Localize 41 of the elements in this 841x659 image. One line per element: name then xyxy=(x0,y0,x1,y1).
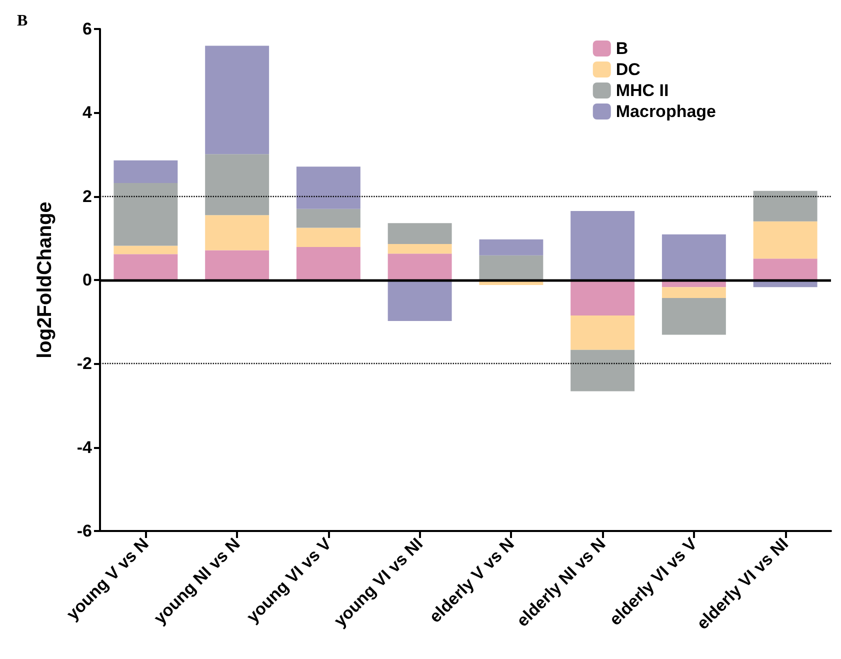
y-axis-title: log2FoldChange xyxy=(34,202,56,358)
y-tick-label: -6 xyxy=(76,522,92,540)
bar xyxy=(296,166,360,209)
y-tick-label: 6 xyxy=(82,20,92,38)
bar xyxy=(753,221,818,259)
bar xyxy=(205,215,270,250)
bar xyxy=(114,182,178,246)
legend-label: B xyxy=(616,39,628,58)
bar xyxy=(296,246,360,280)
bar xyxy=(753,190,818,222)
bar xyxy=(388,223,452,244)
bar xyxy=(479,255,544,280)
bar xyxy=(114,160,178,183)
legend-label: Macrophage xyxy=(616,102,716,121)
bar xyxy=(114,246,178,254)
bar xyxy=(570,316,635,350)
y-tick-label: -4 xyxy=(76,438,93,457)
bar xyxy=(388,254,452,280)
bar xyxy=(296,228,360,247)
bar xyxy=(662,234,726,280)
bar xyxy=(662,287,726,298)
legend-label: MHC II xyxy=(616,81,669,100)
bar xyxy=(296,208,360,228)
bar xyxy=(388,244,452,254)
chart-title: B xyxy=(17,12,28,30)
y-tick-label: -2 xyxy=(76,354,92,374)
bar xyxy=(479,239,544,256)
y-tick-label: 4 xyxy=(82,103,93,122)
bar xyxy=(570,350,635,392)
bar xyxy=(114,254,178,280)
bar xyxy=(205,154,270,216)
bar xyxy=(388,280,452,321)
bar xyxy=(205,46,270,154)
bar xyxy=(570,280,635,316)
bar xyxy=(662,298,726,335)
bar xyxy=(753,258,818,280)
legend-label: DC xyxy=(616,60,640,79)
bar xyxy=(205,250,270,280)
bar xyxy=(570,210,635,280)
y-tick-label: 0 xyxy=(82,270,92,290)
y-tick-label: 2 xyxy=(82,186,92,206)
